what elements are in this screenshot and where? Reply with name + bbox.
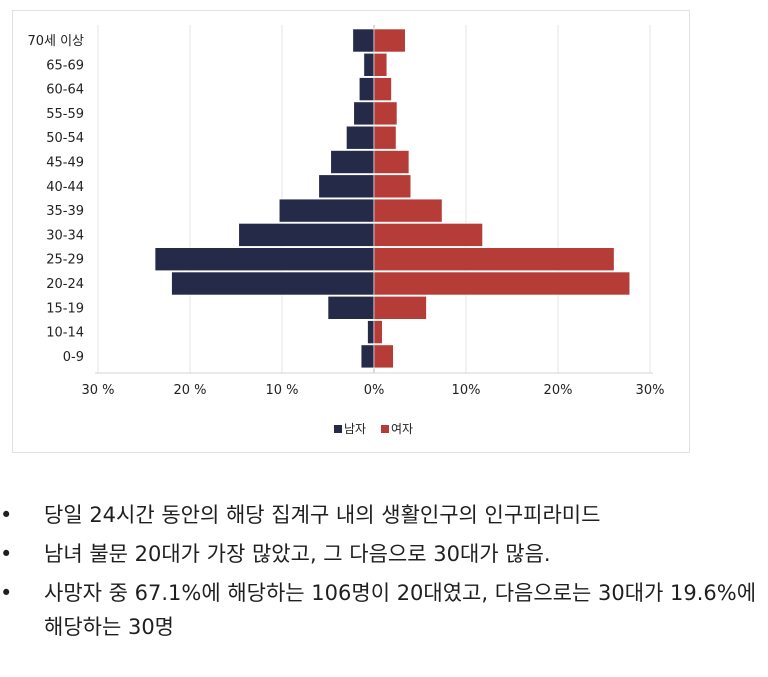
category-label: 45-49 [46,156,84,171]
bar-male [346,125,375,150]
bar-male [353,101,375,126]
x-tick-label: 10% [452,383,481,398]
category-label: 30-34 [46,228,84,243]
category-label: 10-14 [46,326,84,341]
bar-female [373,174,412,199]
population-pyramid-chart: 70세 이상 65-69 60-64 55-59 50-54 45-49 40-44 35-3… [12,10,690,453]
summary-bullets: • 당일 24시간 동안의 해당 집계구 내의 생활인구의 인구피라미드 • 남녀 … [0,498,768,649]
bullet-text: 당일 24시간 동안의 해당 집계구 내의 생활인구의 인구피라미드 [44,503,601,527]
chart-canvas: 70세 이상 65-69 60-64 55-59 50-54 45-49 40-44 35-3… [27,25,665,436]
bar-male [363,52,375,77]
category-label: 35-39 [46,204,84,219]
bar-female [373,150,410,174]
bar-male [360,344,375,369]
bar-female [373,223,483,247]
bar-female [373,77,392,101]
bullet-item: • 당일 24시간 동안의 해당 집계구 내의 생활인구의 인구피라미드 [0,498,768,532]
legend-label: 남자 [344,422,366,436]
bar-female [373,52,388,77]
bar-male [352,28,375,53]
bar-female [373,125,397,150]
bar-female [373,344,394,369]
bar-female [373,271,631,296]
bar-male [238,223,375,247]
category-label: 55-59 [46,107,84,122]
legend-swatch [381,425,389,433]
legend-swatch [334,425,342,433]
bullet-item: • 남녀 불문 20대가 가장 많았고, 그 다음으로 30대가 많음. [0,537,768,571]
category-label: 20-24 [46,277,84,292]
legend-label: 여자 [391,422,413,436]
bar-male [327,295,375,320]
bar-male [330,150,375,174]
bar-male [154,247,375,271]
bar-female [373,320,383,344]
category-label: 70세 이상 [27,34,84,49]
bullet-text: 사망자 중 67.1%에 해당하는 106명이 20대였고, 다음으로는 30대… [44,581,757,639]
category-label: 40-44 [46,180,84,195]
x-tick-label: 20% [544,383,573,398]
bar-female [373,295,427,320]
bar-female [373,101,398,126]
bullet-dot: • [0,542,13,566]
bar-female [373,247,615,271]
category-label: 0-9 [63,350,84,365]
bar-female [373,198,443,223]
bullet-text: 남녀 불문 20대가 가장 많았고, 그 다음으로 30대가 많음. [44,542,551,566]
category-label: 25-29 [46,253,84,268]
x-tick-label: 20 % [173,383,206,398]
bar-male [171,271,375,296]
bar-male [318,174,375,199]
x-tick-label: 10 % [265,383,298,398]
bullet-dot: • [0,503,13,527]
x-tick-label: 30 % [81,383,114,398]
category-label: 65-69 [46,58,84,73]
x-tick-label: 30% [636,383,665,398]
category-label: 15-19 [46,301,84,316]
bar-male [367,320,375,344]
category-label: 50-54 [46,131,84,146]
category-label: 60-64 [46,83,84,98]
bar-male [278,198,375,223]
bullet-dot: • [0,581,13,605]
x-tick-label: 0% [364,383,385,398]
bar-female [373,28,406,53]
bullet-item: • 사망자 중 67.1%에 해당하는 106명이 20대였고, 다음으로는 30… [0,576,768,644]
bar-male [358,77,375,101]
